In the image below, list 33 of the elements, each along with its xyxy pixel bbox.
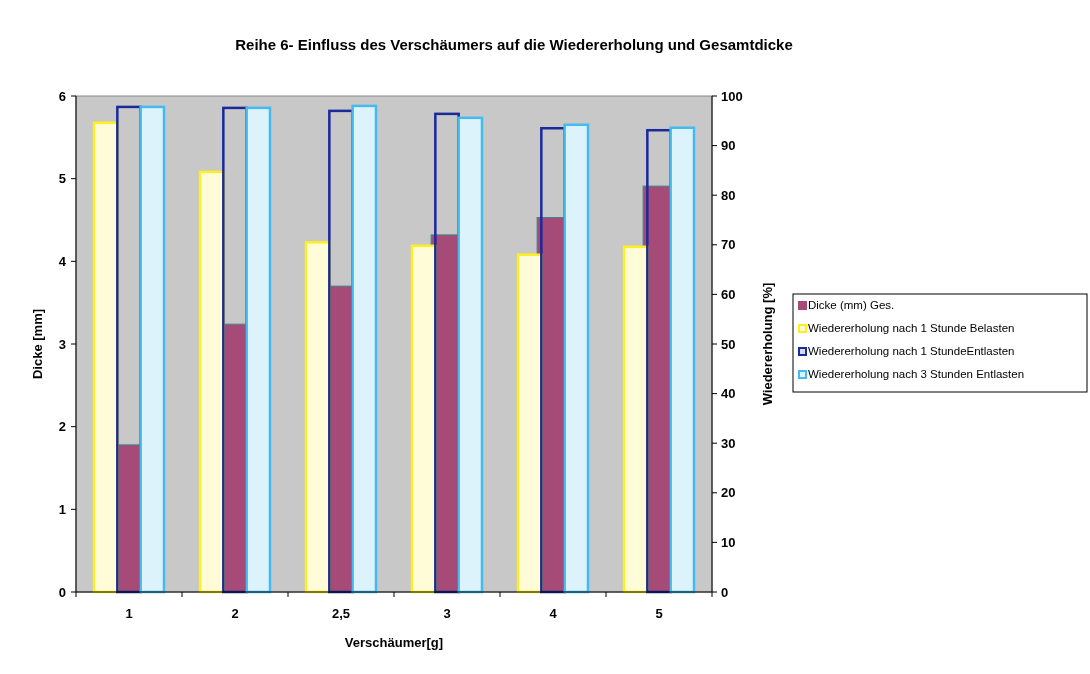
y2-tick-label: 40 — [721, 386, 736, 402]
chart-title: Reihe 6- Einfluss des Verschäumers auf die Wiedererholung und Gesamtdicke — [235, 36, 793, 53]
y-tick-label: 6 — [58, 88, 66, 104]
y2-tick-label: 60 — [721, 286, 736, 302]
y-tick-label: 4 — [58, 253, 67, 269]
x-tick-label: 5 — [655, 606, 663, 621]
y2-tick-label: 80 — [721, 187, 736, 203]
x-tick-label: 2,5 — [331, 606, 351, 621]
x-tick-label: 3 — [443, 606, 451, 621]
legend-label: Dicke (mm) Ges. — [808, 299, 895, 311]
y-tick-label: 2 — [58, 419, 66, 435]
x-tick-label: 2 — [231, 606, 239, 621]
legend-label: Wiedererholung nach 1 StundeEntlasten — [808, 345, 1015, 357]
y-tick-label: 0 — [58, 584, 66, 600]
legend-label: Wiedererholung nach 3 Stunden Entlasten — [808, 368, 1025, 380]
y-tick-label: 1 — [58, 501, 66, 517]
y2-tick-label: 70 — [721, 237, 736, 253]
y-tick-label: 5 — [58, 171, 66, 187]
y2-tick-label: 20 — [721, 485, 736, 501]
y2-tick-label: 0 — [721, 584, 729, 600]
y2-tick-label: 100 — [721, 88, 743, 104]
x-tick-label: 4 — [549, 606, 558, 621]
y2-tick-label: 50 — [721, 336, 736, 352]
y2-tick-label: 90 — [721, 138, 736, 154]
y-axis-title: Dicke [mm] — [30, 308, 45, 380]
y2-axis-title: Wiedererholung [%] — [760, 282, 775, 406]
x-tick-label: 1 — [125, 606, 133, 621]
y2-tick-label: 30 — [721, 435, 736, 451]
legend-label: Wiedererholung nach 1 Stunde Belasten — [808, 322, 1015, 334]
y-tick-label: 3 — [58, 336, 66, 352]
bar — [139, 105, 166, 594]
y2-tick-label: 10 — [721, 534, 736, 550]
x-axis-title: Verschäumer[g] — [344, 635, 444, 650]
